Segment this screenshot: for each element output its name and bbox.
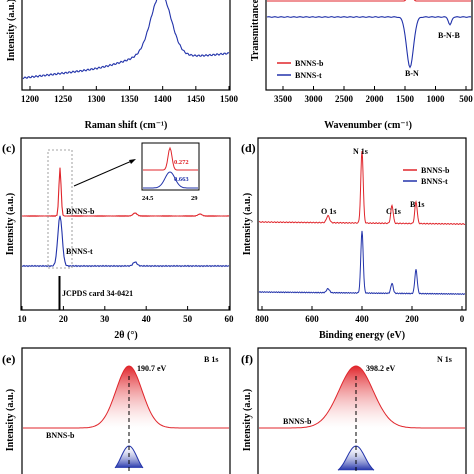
- legend-label-bnns-b: BNNS-b: [421, 166, 450, 175]
- panel-d-xtick-label: 200: [405, 314, 419, 324]
- jcpds-label: JCPDS card 34-0421: [62, 289, 133, 298]
- inset-fwhm-bnns-b: 0.272: [174, 159, 189, 166]
- panel-a-xtick-label: 1200: [21, 94, 40, 104]
- n1s-peak-bnns-b: [259, 365, 465, 429]
- inset-curve-bnns-b: [143, 146, 198, 171]
- panel-d-letter: (d): [241, 141, 256, 155]
- panel-a-xtick-label: 1500: [220, 94, 239, 104]
- panel-a-xticks: 1200 1250 1300 1350 1400 1450 1500: [21, 86, 239, 104]
- panel-d-xtick-label: 400: [355, 314, 369, 324]
- panel-f-frame: [257, 347, 467, 474]
- xrd-inset: [141, 142, 200, 191]
- panel-c-xtick-label: 50: [183, 314, 193, 324]
- b1s-curve-label: BNNS-b: [46, 431, 75, 440]
- panel-d-xtick-label: 0: [460, 314, 465, 324]
- panel-a-xtick-label: 1300: [87, 94, 106, 104]
- panel-c-xtick-label: 10: [18, 314, 28, 324]
- panel-a-xtick-label: 1400: [154, 94, 173, 104]
- panel-b-xtick-label: 2000: [366, 94, 385, 104]
- panel-d-ylabel: Intensity (a.u.): [242, 193, 253, 256]
- annotation-bnb: B-N-B: [438, 31, 460, 40]
- panel-d-xlabel: Binding energy (eV): [319, 330, 405, 341]
- panel-f-ylabel: Intensity (a.u.): [242, 389, 253, 452]
- xps-curve-bnns-b: [258, 150, 466, 226]
- panel-b-xtick-label: 500: [459, 94, 473, 104]
- panel-a-ylabel: Intensity (a.u.): [6, 0, 17, 61]
- panel-b-xticks: 3500 3000 2500 2000 1500 1000 500: [274, 86, 473, 104]
- panel-e-ylabel: Intensity (a.u.): [5, 389, 16, 452]
- panel-b-ylabel: Transmittance: [250, 0, 261, 61]
- panel-c-ylabel: Intensity (a.u.): [5, 193, 16, 256]
- n1s-peak-value: 398.2 eV: [366, 364, 396, 373]
- n1s-curve-label: BNNS-b: [283, 417, 312, 426]
- xrd-curve-bnns-b: [22, 167, 230, 218]
- peak-label-n1s: N 1s: [353, 147, 368, 156]
- legend-label-bnns-t: BNNS-t: [421, 177, 448, 186]
- panel-e-frame: [21, 347, 231, 474]
- xps-curve-bnns-t: [258, 230, 466, 295]
- panel-b-xtick-label: 3000: [305, 94, 324, 104]
- panel-c-frame: [20, 137, 231, 311]
- ftir-curve-bnns-b: [267, 0, 471, 2]
- panel-b-xlabel: Wavenumber (cm⁻¹): [324, 120, 412, 131]
- panel-d-xtick-label: 800: [255, 314, 269, 324]
- panel-a-frame: [21, 0, 231, 91]
- panel-a-xtick-label: 1250: [54, 94, 73, 104]
- xrd-curve-bnns-t: [22, 215, 230, 268]
- inset-xtick-0: 24.5: [142, 195, 154, 202]
- panel-e-letter: (e): [2, 352, 15, 366]
- panel-a-xlabel: Raman shift (cm⁻¹): [85, 120, 168, 131]
- raman-curve: [22, 0, 230, 80]
- inset-fwhm-bnns-t: 0.663: [174, 176, 189, 183]
- b1s-corner-label: B 1s: [204, 355, 218, 364]
- panel-b: 3500 3000 2500 2000 1500 1000 500 Transmittanc…: [250, 0, 473, 131]
- panel-d-xticks: 800 600 400 200 0: [255, 306, 465, 324]
- panel-f-letter: (f): [241, 352, 253, 366]
- peak-label-c1s: C 1s: [386, 207, 401, 216]
- ftir-curve-bnns-t: [266, 16, 472, 69]
- inset-arrowhead: [129, 159, 136, 164]
- panel-b-xtick-label: 1000: [427, 94, 446, 104]
- panel-c-letter: (c): [2, 141, 15, 155]
- panel-c: (c) 0.272 0.663 24.5 29 BNNS-b BNNS-t JC…: [2, 137, 235, 341]
- panel-c-xticks: 10 20 30 40 50 60: [18, 306, 235, 324]
- panel-c-xtick-label: 60: [225, 314, 235, 324]
- inset-curve-bnns-t: [143, 171, 198, 189]
- panel-f: (f) 398.2 eV N 1s BNNS-b Intensity (a.u.…: [241, 347, 467, 474]
- legend-label-bnns-t: BNNS-t: [295, 71, 322, 80]
- annotation-bn: B-N: [405, 69, 419, 78]
- peak-label-b1s: B 1s: [410, 200, 424, 209]
- panel-e: (e) 190.7 eV B 1s BNNS-b Intensity (a.u.…: [2, 347, 231, 474]
- panel-b-frame: [265, 0, 473, 91]
- inset-xtick-1: 29: [191, 195, 198, 202]
- panel-d: (d) BNNS-b BNNS-t N 1s O 1s C 1s B 1s 80…: [241, 137, 467, 341]
- panel-b-xtick-label: 3500: [274, 94, 293, 104]
- xrd-label-bnns-b: BNNS-b: [66, 207, 95, 216]
- panel-b-xtick-label: 1500: [396, 94, 415, 104]
- n1s-corner-label: N 1s: [437, 355, 452, 364]
- peak-label-o1s: O 1s: [321, 207, 336, 216]
- b1s-peak-value: 190.7 eV: [137, 364, 167, 373]
- panel-c-xlabel: 2θ (°): [114, 330, 137, 341]
- panel-c-xtick-label: 30: [100, 314, 110, 324]
- xrd-zoom-box: [47, 149, 73, 269]
- panel-c-xtick-label: 40: [142, 314, 152, 324]
- inset-arrow: [73, 159, 135, 187]
- panel-c-xtick-label: 20: [59, 314, 69, 324]
- xrd-label-bnns-t: BNNS-t: [66, 247, 93, 256]
- panel-a-xtick-label: 1350: [121, 94, 140, 104]
- panel-a-xtick-label: 1450: [187, 94, 206, 104]
- panel-a: 1200 1250 1300 1350 1400 1450 1500 Intensity (…: [6, 0, 239, 131]
- panel-b-xtick-label: 2500: [335, 94, 354, 104]
- b1s-peak-bnns-b: [23, 365, 229, 429]
- panel-d-xtick-label: 600: [305, 314, 319, 324]
- legend-label-bnns-b: BNNS-b: [295, 59, 324, 68]
